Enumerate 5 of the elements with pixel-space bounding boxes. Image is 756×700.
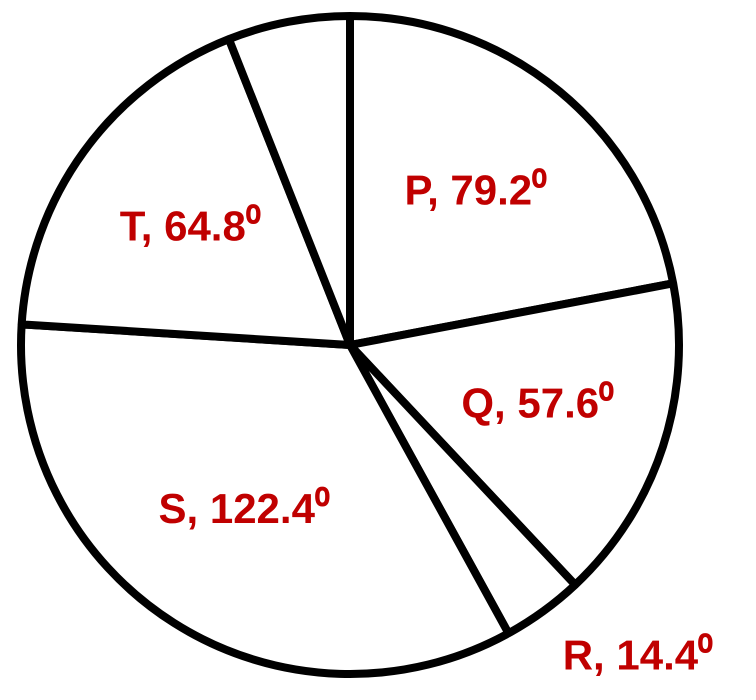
slice-label: S, 122.4⁰: [158, 485, 330, 532]
slice-label: P, 79.2⁰: [404, 166, 548, 214]
slice-label: Q, 57.6⁰: [461, 380, 614, 427]
slice-label: T, 64.8⁰: [120, 202, 261, 250]
slice-label: R, 14.4⁰: [562, 631, 714, 678]
